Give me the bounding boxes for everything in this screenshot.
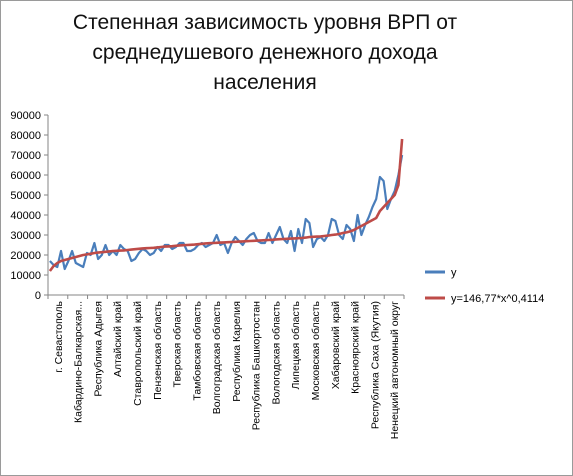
y-tick-label: 90000 <box>10 110 41 122</box>
chart-title: Степенная зависимость уровня ВРП от сред… <box>72 11 458 94</box>
y-tick-label: 30000 <box>10 230 41 242</box>
x-category-label: Республика Адыгея <box>92 301 104 397</box>
x-category-label: Тверская область <box>172 300 184 387</box>
x-category-label: Вологодская область <box>270 300 282 404</box>
x-category-label: Республика Башкортостан <box>251 301 263 430</box>
x-category-label: Волгоградская область <box>211 300 223 414</box>
series-line-y <box>49 154 404 271</box>
legend-label: y <box>451 267 457 279</box>
x-category-label: Кабардино-Балкарская... <box>73 301 85 423</box>
y-tick-label: 70000 <box>10 150 41 162</box>
y-tick-label: 60000 <box>10 170 41 182</box>
x-category-label: Ненецкий автономный округ <box>389 301 401 439</box>
x-category-label: Московская область <box>310 300 322 400</box>
y-tick-label: 0 <box>35 290 41 302</box>
x-category-label: Алтайский край <box>112 301 124 377</box>
y-tick-label: 80000 <box>10 130 41 142</box>
y-tick-label: 20000 <box>10 250 41 262</box>
x-category-label: Тамбовская область <box>191 300 203 400</box>
x-category-label: Красноярский край <box>350 301 362 394</box>
y-tick-label: 40000 <box>10 210 41 222</box>
x-category-label: Пензенская область <box>152 300 164 399</box>
x-category-label: Ставропольский край <box>132 301 144 406</box>
y-tick-label: 10000 <box>10 270 41 282</box>
y-tick-label: 50000 <box>10 190 41 202</box>
legend-label: y=146,77*x^0,4114 <box>451 293 544 305</box>
x-category-label: Хабаровский край <box>330 301 342 389</box>
x-category-label: г. Севастополь <box>53 300 65 372</box>
series-line-trend <box>48 138 404 272</box>
x-category-label: Республика Саха (Якутия) <box>369 301 381 429</box>
x-category-label: Республика Карелия <box>231 301 243 402</box>
x-category-label: Липецкая область <box>290 300 302 389</box>
